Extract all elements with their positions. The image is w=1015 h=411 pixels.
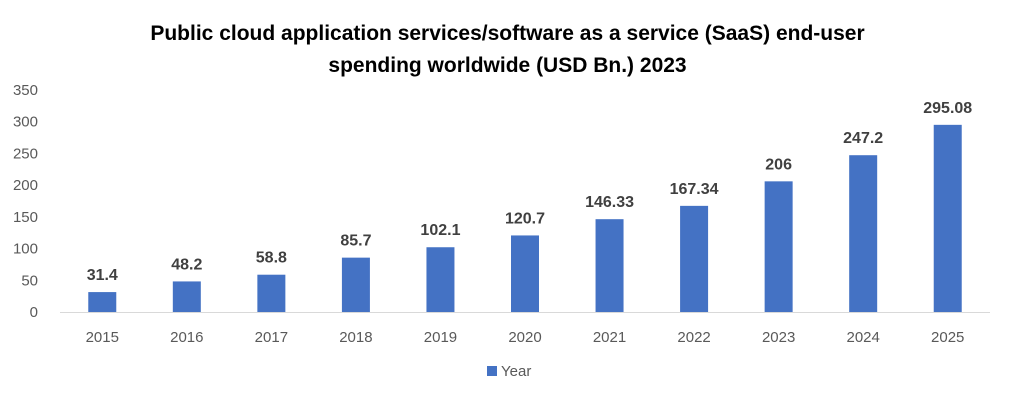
y-tick-label: 350: [13, 82, 38, 99]
axis-layer: 0 50 100 150 200 250 300 350 2015 2016 2017 2018 201…: [13, 82, 990, 346]
legend: Year: [487, 363, 531, 380]
x-tick-label: 2024: [846, 329, 879, 346]
data-label: 206: [765, 156, 792, 173]
bar: [257, 274, 286, 312]
x-tick-label: 2019: [424, 329, 457, 346]
x-tick-label: 2016: [170, 329, 203, 346]
bar: [764, 181, 793, 312]
chart-title: Public cloud application services/softwa…: [0, 18, 1015, 82]
y-tick-label: 150: [13, 209, 38, 226]
data-label: 48.2: [171, 256, 202, 273]
data-label: 295.08: [923, 100, 972, 117]
y-tick-label: 50: [21, 272, 38, 289]
x-tick-label: 2025: [931, 329, 964, 346]
bars-layer: [88, 124, 962, 313]
bar: [172, 281, 201, 312]
x-tick-label: 2018: [339, 329, 372, 346]
data-label: 31.4: [87, 267, 118, 284]
x-tick-label: 2022: [677, 329, 710, 346]
bar: [426, 247, 455, 312]
data-label: 102.1: [420, 222, 460, 239]
bar: [849, 155, 878, 312]
data-label: 167.34: [670, 181, 719, 198]
data-labels-layer: 31.4 48.2 58.8 85.7 102.1 120.7 146.33 167.34 20…: [87, 100, 973, 284]
x-tick-label: 2023: [762, 329, 795, 346]
x-tick-label: 2015: [86, 329, 119, 346]
data-label: 85.7: [340, 233, 371, 250]
chart-title-line-1: Public cloud application services/softwa…: [150, 22, 865, 45]
bar: [595, 219, 624, 312]
data-label: 120.7: [505, 210, 545, 227]
legend-label: Year: [501, 363, 531, 380]
bar: [341, 257, 370, 312]
chart-title-line-2: spending worldwide (USD Bn.) 2023: [328, 54, 687, 77]
bar: [680, 205, 709, 312]
data-label: 146.33: [585, 194, 634, 211]
y-tick-label: 200: [13, 177, 38, 194]
y-tick-label: 0: [30, 304, 38, 321]
data-label: 247.2: [843, 130, 883, 147]
bar: [511, 235, 539, 312]
y-tick-label: 100: [13, 241, 38, 258]
x-tick-label: 2017: [255, 329, 288, 346]
data-label: 58.8: [256, 250, 287, 267]
bar: [88, 292, 117, 312]
x-tick-label: 2021: [593, 329, 626, 346]
x-tick-label: 2020: [508, 329, 541, 346]
y-tick-label: 250: [13, 145, 38, 162]
y-tick-label: 300: [13, 114, 38, 131]
legend-swatch: [487, 366, 497, 376]
bar: [933, 124, 962, 313]
